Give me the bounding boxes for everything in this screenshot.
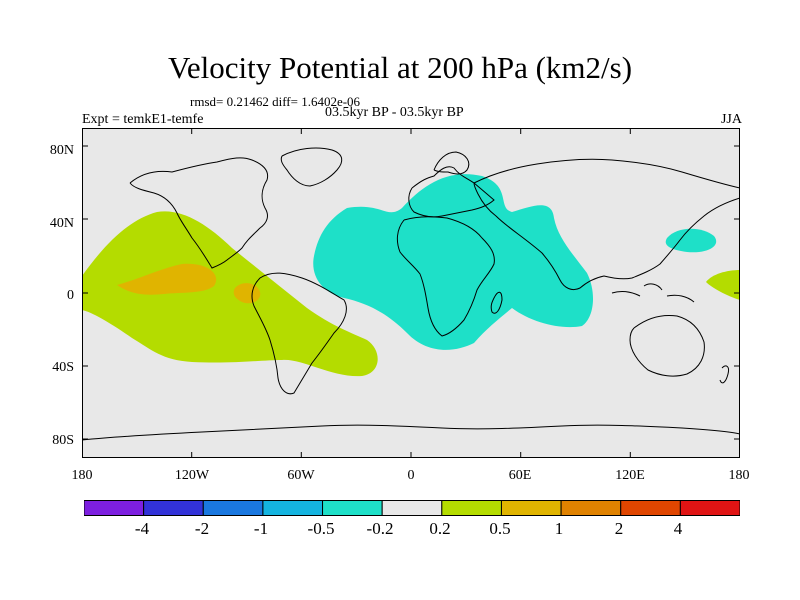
colorbar-swatch xyxy=(500,500,562,516)
lat-tick-label: 0 xyxy=(67,288,74,303)
coastlines xyxy=(82,147,740,441)
plot-title: Velocity Potential at 200 hPa (km2/s) xyxy=(167,50,633,85)
new-zealand-coastline xyxy=(719,365,729,384)
colorbar-label: -0.5 xyxy=(307,519,335,538)
western-pacific-negative-region xyxy=(665,228,717,253)
asia-coastline xyxy=(473,158,740,291)
antarctica-coastline xyxy=(82,424,740,441)
colorbar xyxy=(84,500,740,516)
lat-tick-label: 80N xyxy=(49,143,74,158)
colorbar-swatch xyxy=(202,500,264,516)
colorbar-label: 0.5 xyxy=(489,519,511,538)
lon-tick-label: 180 xyxy=(728,468,750,483)
maritime-continent-coastline xyxy=(611,283,695,303)
colorbar-label: -4 xyxy=(134,519,150,538)
colorbar-label: -0.2 xyxy=(366,519,394,538)
lat-tick-label: 80S xyxy=(52,433,74,448)
dateline-positive-region xyxy=(706,270,740,300)
colorbar-swatch xyxy=(143,500,204,516)
north-america-coastline xyxy=(129,157,269,269)
colorbar-label: 0.2 xyxy=(429,519,451,538)
lon-tick-label: 60E xyxy=(508,468,532,483)
africa-coastline xyxy=(396,216,495,337)
scandinavia-coastline xyxy=(433,151,470,175)
colorbar-label: 4 xyxy=(673,519,683,538)
colorbar-swatch xyxy=(679,500,740,516)
australia-coastline xyxy=(629,315,705,377)
eastern-pacific-core-region xyxy=(117,263,217,295)
south-america-coastline xyxy=(251,272,347,395)
experiment-label: Expt = temkE1-temfe xyxy=(82,112,204,127)
lon-tick-label: 180 xyxy=(71,468,93,483)
colorbar-swatch xyxy=(441,500,502,516)
colorbar-swatch xyxy=(84,500,145,516)
season-label: JJA xyxy=(720,112,742,127)
lat-tick-label: 40S xyxy=(52,360,74,375)
world-map xyxy=(82,128,740,458)
lat-tick-label: 40N xyxy=(49,216,74,231)
axis-ticks xyxy=(82,128,740,458)
colorbar-label: 1 xyxy=(554,519,564,538)
colorbar-label: -2 xyxy=(194,519,210,538)
lon-tick-label: 120W xyxy=(174,468,210,483)
colorbar-swatch xyxy=(322,500,383,516)
eastern-pacific-positive-region xyxy=(82,211,378,377)
madagascar-coastline xyxy=(490,291,503,314)
colorbar-swatch xyxy=(620,500,681,516)
period-label: 03.5kyr BP - 03.5kyr BP xyxy=(325,105,464,120)
lon-tick-label: 0 xyxy=(407,468,415,483)
colorbar-swatch xyxy=(262,500,324,516)
colorbar-swatch xyxy=(560,500,622,516)
lon-tick-label: 60W xyxy=(287,468,315,483)
colorbar-label: -1 xyxy=(253,519,269,538)
atlantic-africa-negative-region xyxy=(313,174,594,350)
colorbar-label: 2 xyxy=(614,519,624,538)
stats-label: rmsd= 0.21462 diff= 1.6402e-06 xyxy=(190,94,361,109)
colorbar-swatch xyxy=(381,500,443,516)
lon-tick-label: 120E xyxy=(615,468,645,483)
greenland-coastline xyxy=(280,147,343,187)
